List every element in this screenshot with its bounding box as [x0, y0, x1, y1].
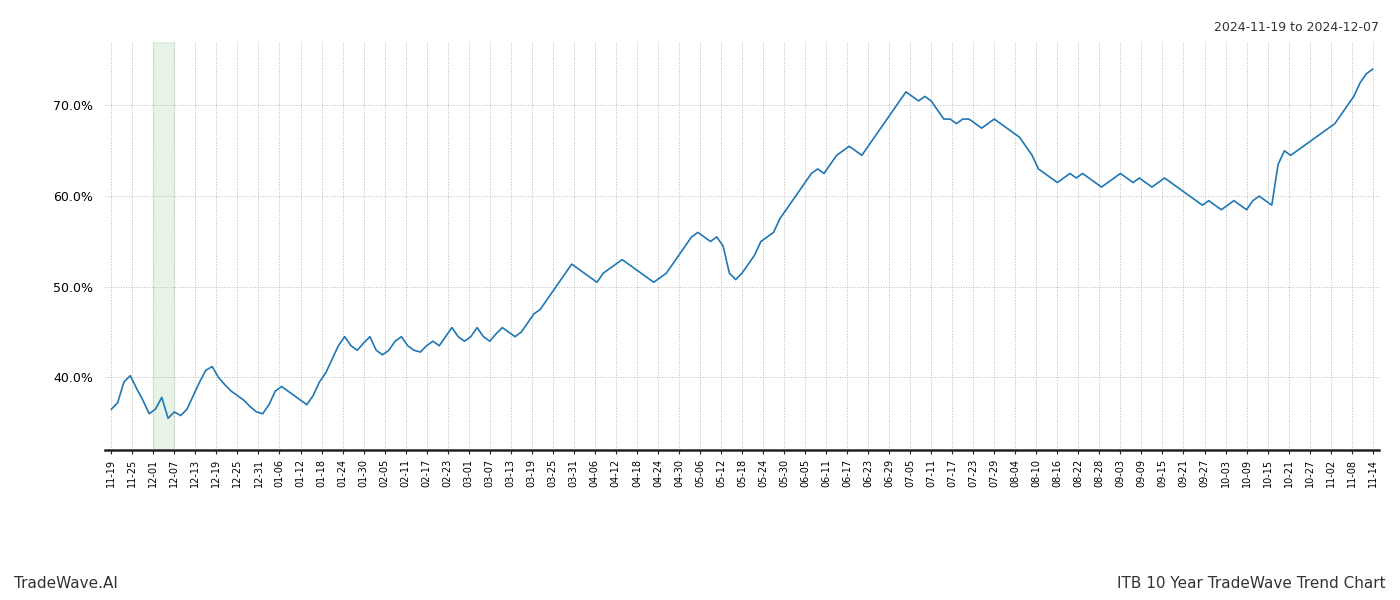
Text: ITB 10 Year TradeWave Trend Chart: ITB 10 Year TradeWave Trend Chart: [1117, 576, 1386, 591]
Text: TradeWave.AI: TradeWave.AI: [14, 576, 118, 591]
Bar: [154, 42, 175, 450]
Text: 2024-11-19 to 2024-12-07: 2024-11-19 to 2024-12-07: [1214, 21, 1379, 34]
